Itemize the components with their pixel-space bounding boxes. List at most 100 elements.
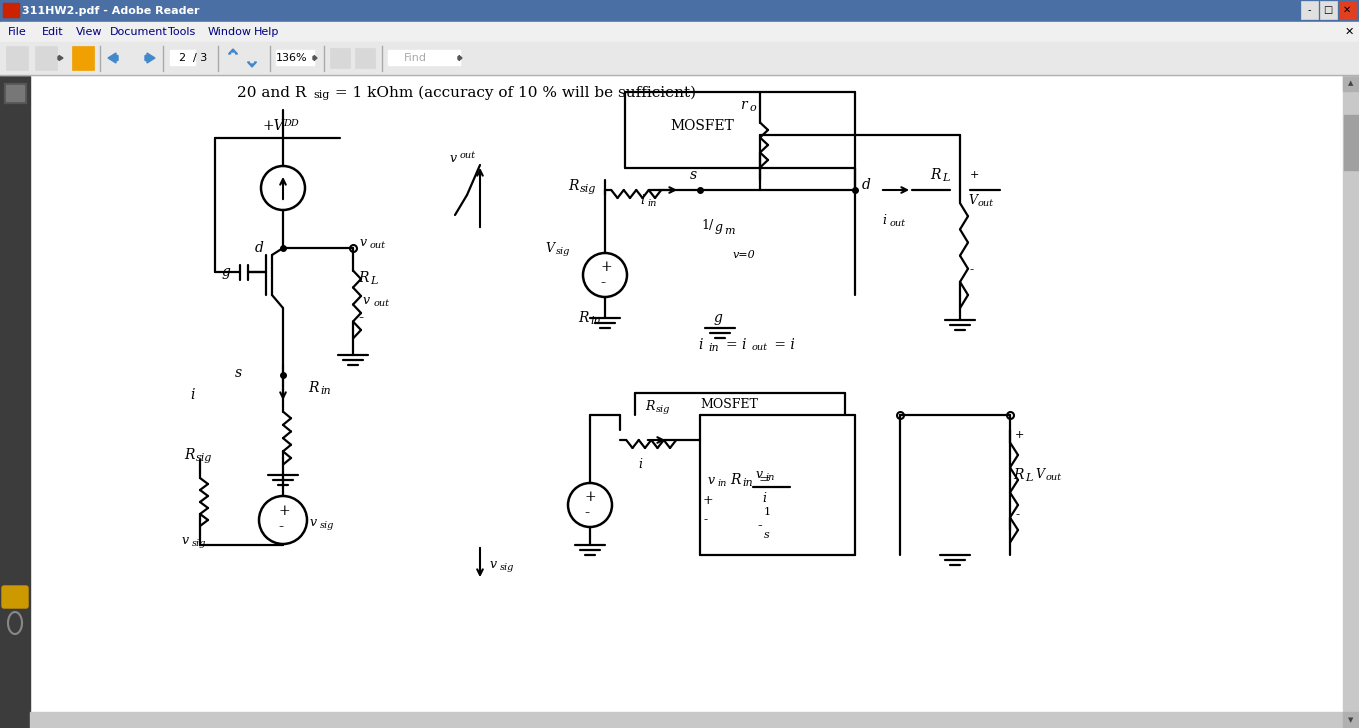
Text: R: R (578, 311, 588, 325)
Text: sig: sig (319, 521, 334, 529)
Text: File: File (8, 27, 27, 37)
Text: L: L (1025, 473, 1033, 483)
Text: sig: sig (656, 405, 670, 414)
Text: ✕: ✕ (1343, 5, 1351, 15)
Text: sig: sig (313, 90, 329, 100)
Text: +V: +V (264, 119, 284, 133)
Text: MOSFET: MOSFET (700, 398, 758, 411)
FancyArrow shape (107, 53, 118, 63)
Circle shape (568, 483, 612, 527)
Text: +: + (1015, 430, 1025, 440)
Circle shape (583, 253, 626, 297)
Text: v: v (363, 293, 370, 306)
Text: s: s (690, 168, 697, 182)
FancyArrow shape (247, 62, 257, 67)
Bar (389, 50, 459, 65)
Text: i: i (190, 388, 194, 402)
Text: out: out (1046, 473, 1061, 483)
Text: in: in (319, 386, 330, 396)
Text: L: L (370, 276, 378, 286)
Text: R: R (568, 179, 579, 193)
Bar (170, 50, 194, 65)
Text: +: + (601, 260, 612, 274)
Text: +: + (970, 170, 980, 180)
Text: -: - (357, 311, 363, 325)
Text: sig: sig (500, 563, 514, 572)
Text: Find: Find (404, 53, 427, 63)
Text: ▲: ▲ (1348, 80, 1354, 86)
Text: g: g (222, 265, 231, 279)
Bar (0, 42, 1359, 75)
Text: V: V (545, 242, 554, 255)
Text: d: d (862, 178, 871, 192)
Text: 1: 1 (764, 507, 771, 517)
Text: i: i (762, 491, 766, 505)
Text: Help: Help (254, 27, 280, 37)
Bar (276, 50, 314, 65)
Text: -: - (584, 506, 588, 520)
Text: R: R (357, 271, 368, 285)
FancyArrow shape (58, 55, 63, 60)
Text: v: v (182, 534, 189, 547)
Circle shape (261, 166, 304, 210)
Text: v=0: v=0 (733, 250, 756, 260)
Bar (30, 712, 1343, 728)
Text: L: L (942, 173, 950, 183)
Text: 1/: 1/ (701, 218, 713, 232)
Text: -: - (1015, 508, 1019, 521)
Text: m: m (724, 226, 734, 236)
FancyArrow shape (458, 55, 462, 60)
Text: in: in (708, 343, 719, 353)
Text: -: - (970, 264, 974, 277)
Text: in: in (742, 478, 753, 488)
Text: v: v (360, 237, 367, 250)
Text: Document: Document (110, 27, 167, 37)
Bar (1320, 1, 1337, 19)
Bar (4, 83, 26, 103)
Text: r: r (741, 98, 746, 112)
FancyBboxPatch shape (1, 586, 29, 608)
Text: i: i (640, 194, 644, 207)
Bar (30, 75, 1343, 712)
Text: +: + (703, 494, 713, 507)
Bar (3, 3, 19, 17)
Text: v: v (756, 469, 764, 481)
Text: out: out (370, 242, 386, 250)
Text: Window: Window (208, 27, 251, 37)
Bar (1339, 1, 1356, 19)
Text: +: + (584, 490, 595, 504)
Bar (330, 48, 351, 68)
Text: Edit: Edit (42, 27, 64, 37)
FancyArrow shape (313, 55, 317, 60)
FancyArrow shape (228, 49, 238, 54)
Text: R: R (183, 448, 194, 462)
Text: View: View (76, 27, 102, 37)
Text: out: out (374, 298, 390, 307)
Text: R: R (930, 168, 940, 182)
Text: g: g (715, 221, 723, 234)
Text: g: g (713, 311, 723, 325)
Text: = i: = i (771, 338, 795, 352)
Bar (72, 46, 94, 70)
Text: Tools: Tools (169, 27, 196, 37)
Bar (5, 46, 29, 70)
Text: R: R (308, 381, 318, 395)
Text: v: v (310, 515, 317, 529)
Text: in: in (590, 316, 601, 326)
Text: □: □ (1324, 5, 1333, 15)
Text: 20 and R: 20 and R (236, 86, 306, 100)
Text: out: out (459, 151, 476, 159)
Text: out: out (752, 344, 768, 352)
Text: in: in (648, 199, 658, 207)
Bar (5, 85, 24, 101)
FancyArrow shape (145, 53, 155, 63)
Text: -: - (1307, 5, 1310, 15)
Bar (355, 48, 375, 68)
Text: -: - (703, 513, 707, 526)
Text: R: R (730, 473, 741, 487)
Bar (1301, 1, 1318, 19)
Text: ▼: ▼ (1348, 717, 1354, 723)
Text: i: i (882, 213, 886, 226)
Text: i: i (637, 459, 641, 472)
Text: sig: sig (580, 184, 597, 194)
